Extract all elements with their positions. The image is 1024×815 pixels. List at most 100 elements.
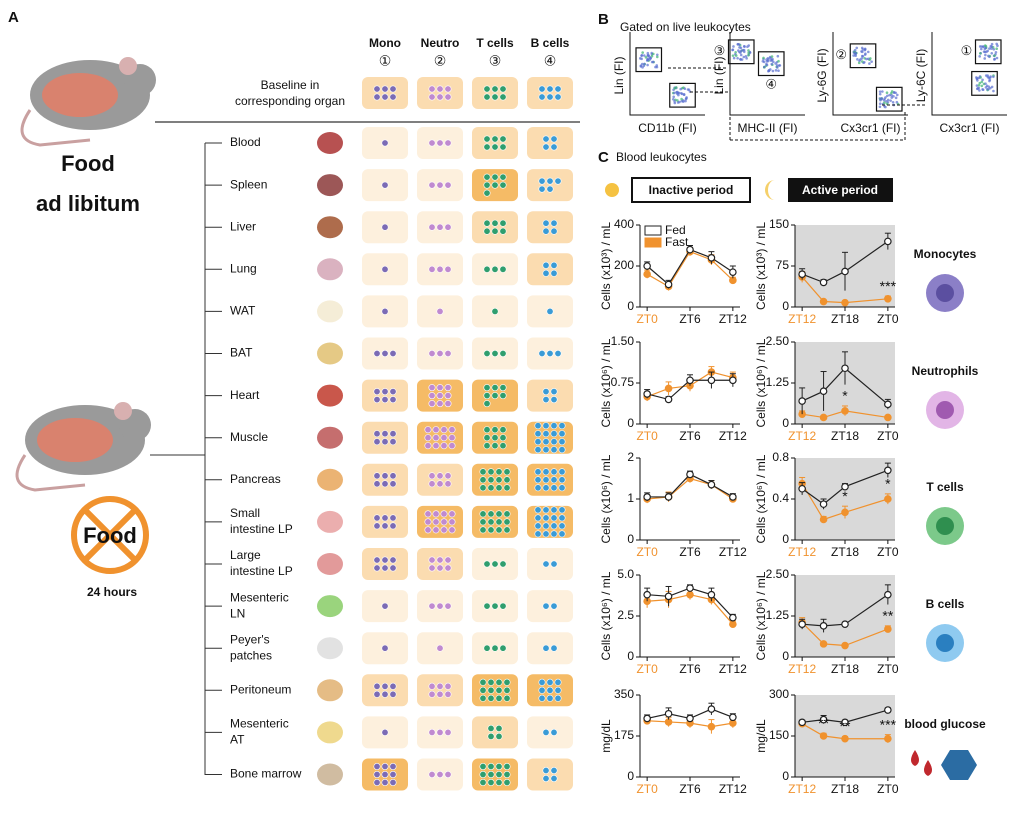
- cell-dot: [440, 442, 448, 450]
- flow-dot: [734, 54, 738, 57]
- flow-dot: [744, 54, 748, 58]
- data-point: [664, 280, 673, 289]
- cell-dot: [546, 185, 554, 193]
- cell-dot: [373, 396, 381, 404]
- cell-dot: [550, 560, 558, 568]
- cell-dot: [436, 85, 444, 93]
- cell-dot: [558, 446, 566, 454]
- cell-dot: [491, 560, 499, 568]
- flow-y-label: Lin (FI): [712, 56, 726, 94]
- flow-dot: [978, 55, 981, 58]
- cell-dot: [436, 181, 444, 189]
- cell-dot: [503, 778, 511, 786]
- data-point: [729, 613, 737, 622]
- organ-icon: [317, 174, 343, 197]
- flow-dot: [984, 74, 988, 77]
- organ-icon: [317, 342, 343, 365]
- data-point: [884, 294, 892, 303]
- cell-dot: [534, 476, 542, 484]
- cell-dot: [503, 468, 511, 476]
- cell-dot: [550, 219, 558, 227]
- panel-label: A: [8, 9, 19, 26]
- flow-dot: [856, 58, 859, 61]
- cell-tile: [527, 169, 573, 202]
- flow-dot: [878, 90, 882, 93]
- flow-dot: [978, 89, 981, 92]
- cell-dot: [381, 139, 389, 147]
- data-point: [729, 493, 737, 501]
- cell-dot: [499, 219, 507, 227]
- y-axis-label: Cells (x10⁶) / mL: [599, 338, 613, 427]
- cell-dot: [542, 506, 550, 514]
- gate: [974, 39, 1002, 65]
- legend-label: Fed: [665, 223, 686, 237]
- cell-dot: [381, 762, 389, 770]
- flow-dot: [686, 88, 690, 91]
- data-point: [819, 622, 828, 630]
- cell-dot: [558, 522, 566, 530]
- data-point: [729, 376, 737, 385]
- y-axis-label: Cells (x10⁶) / mL: [754, 571, 768, 660]
- cell-dot: [491, 181, 499, 189]
- cell-dot: [542, 446, 550, 454]
- y-axis-label: Cells (x10⁶) / mL: [754, 338, 768, 427]
- cell-dot: [479, 484, 487, 492]
- fed-mouse: [20, 57, 156, 147]
- data-point: [841, 267, 849, 276]
- data-point: [643, 390, 651, 398]
- cell-dot: [534, 514, 542, 522]
- cell-dot: [499, 442, 507, 450]
- cell-dot: [479, 678, 487, 686]
- cell-dot: [479, 762, 487, 770]
- organ-label: Pancreas: [230, 472, 281, 486]
- flow-dot: [777, 59, 780, 63]
- significance: ***: [880, 278, 897, 294]
- cell-dot: [389, 388, 397, 396]
- cell-dot: [444, 400, 452, 408]
- cell-dot: [546, 307, 554, 315]
- gate: [971, 70, 998, 96]
- cell-tile: [527, 548, 573, 580]
- data-point: [841, 364, 849, 373]
- cell-dot: [550, 261, 558, 269]
- gate: [635, 47, 663, 73]
- cell-dot: [424, 442, 432, 450]
- data-point: [884, 466, 892, 475]
- column-header: Neutro: [421, 36, 460, 50]
- flow-axis: [931, 32, 1007, 116]
- data-point: [819, 297, 828, 306]
- significance: *: [842, 388, 848, 404]
- cell-dot: [381, 682, 389, 690]
- flow-dot: [685, 96, 688, 99]
- cell-dot: [550, 396, 558, 404]
- cell-dot: [495, 484, 503, 492]
- fed-label: Food: [61, 151, 115, 176]
- y-axis-label: Cells (x10⁶) / mL: [754, 454, 768, 543]
- flow-dot: [854, 54, 857, 57]
- cell-dot: [389, 682, 397, 690]
- data-point: [664, 493, 673, 501]
- flow-dot: [988, 55, 991, 59]
- cell-dot: [381, 778, 389, 786]
- significance: **: [818, 715, 829, 731]
- cell-dot: [546, 93, 554, 101]
- cell-dot: [389, 85, 397, 93]
- x-tick-label: ZT0: [636, 429, 658, 443]
- cell-dot: [381, 564, 389, 572]
- x-tick-label: ZT12: [719, 782, 747, 796]
- cell-dot: [436, 556, 444, 564]
- y-tick-label: 2.50: [766, 334, 790, 348]
- cell-dot: [499, 434, 507, 442]
- organ-label: patches: [230, 648, 272, 662]
- cell-dot: [499, 227, 507, 235]
- flow-dot: [866, 57, 870, 61]
- flow-dot: [992, 47, 996, 51]
- cell-dot: [428, 139, 436, 147]
- cell-dot: [444, 139, 452, 147]
- flow-axis: [832, 32, 908, 116]
- cell-dot: [479, 510, 487, 518]
- cell-dot: [440, 526, 448, 534]
- x-tick-label: ZT18: [831, 662, 859, 676]
- cell-dot: [381, 602, 389, 610]
- cell-dot: [428, 93, 436, 101]
